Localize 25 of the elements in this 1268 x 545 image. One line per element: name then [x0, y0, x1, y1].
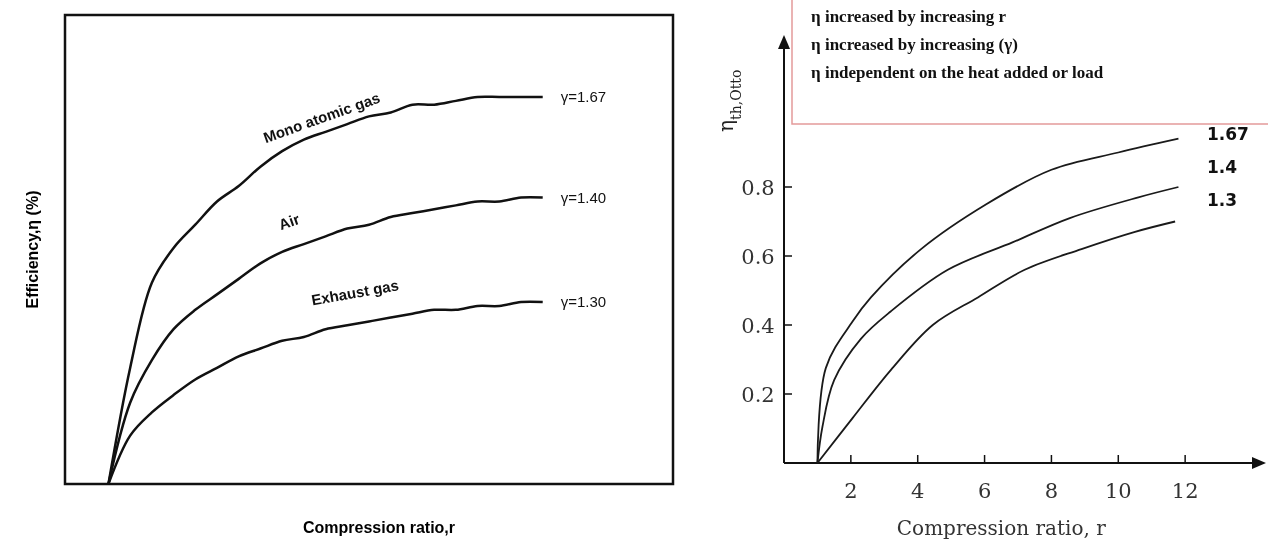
y-tick-label: 0.8: [741, 176, 775, 200]
annotation: γ=1.30: [560, 293, 607, 311]
y-tick-label: 0.4: [741, 314, 775, 338]
text: Air: [276, 209, 302, 234]
annotation: η increased by increasing (γ): [811, 35, 1018, 54]
annotation: η independent on the heat added or load: [811, 63, 1104, 82]
series-label: 1.67: [1207, 124, 1249, 144]
x-tick-label: 12: [1171, 479, 1199, 503]
text: Mono atomic gas: [261, 88, 383, 146]
y-axis-title: Efficiency,η (%): [24, 190, 41, 309]
x-tick-label: 2: [844, 479, 858, 503]
x-tick-label: 4: [911, 479, 925, 503]
series-label: 1.3: [1207, 190, 1238, 210]
text: Exhaust gas: [310, 276, 400, 309]
series-label: 1.4: [1207, 157, 1238, 177]
y-tick-label: 0.6: [741, 245, 775, 269]
x-axis-title: Compression ratio, r: [896, 516, 1107, 540]
y-tick-label: 0.2: [741, 383, 775, 407]
annotation: γ=1.67: [560, 88, 607, 105]
x-tick-label: 6: [977, 479, 992, 503]
x-tick-label: 10: [1104, 479, 1132, 503]
x-axis-title: Compression ratio,r: [302, 519, 456, 536]
annotation: γ=1.40: [560, 188, 607, 206]
x-tick-label: 8: [1044, 479, 1059, 503]
text: η increased by increasing r: [811, 7, 1007, 26]
